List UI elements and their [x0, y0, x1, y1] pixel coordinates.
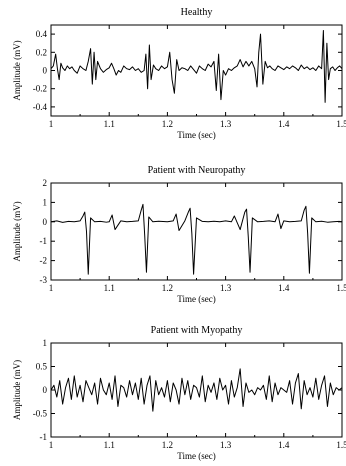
x-tick-label: 1.2: [162, 440, 173, 450]
x-tick-label: 1: [49, 283, 54, 293]
y-axis-label: Amplitude (mV): [12, 360, 22, 420]
y-tick-label: -2: [40, 256, 48, 266]
signal-trace-1: [50, 203, 343, 275]
chart-panel-2: Patient with Neuropathy 1 1.1 1.2 1.3 1.4 1.5 2…: [12, 165, 346, 304]
x-tick-label: 1.5: [336, 283, 346, 293]
x-tick-label: 1: [49, 119, 54, 129]
chart-panel-1: Healthy 1 1.1 1.2 1.3 1.4 1.5 0.4 0.2 0 -0.2 -0.4 Ti…: [12, 7, 346, 140]
y-tick-label: 0: [43, 385, 48, 395]
y-tick-label: -3: [40, 275, 48, 285]
y-axis-label: Amplitude (mV): [12, 40, 22, 100]
y-tick-label: 0: [43, 217, 48, 227]
chart-title: Patient with Neuropathy: [148, 165, 246, 176]
x-tick-label: 1.1: [104, 283, 115, 293]
x-tick-label: 1.5: [336, 440, 346, 450]
y-tick-label: -0.5: [33, 409, 48, 419]
y-tick-label: -1: [40, 236, 48, 246]
y-axis-label: Amplitude (mV): [12, 201, 22, 261]
x-tick-label: 1.3: [220, 119, 232, 129]
y-tick-label: 0.2: [36, 47, 47, 57]
x-tick-label: 1.1: [104, 440, 115, 450]
x-tick-label: 1.2: [162, 119, 173, 129]
x-tick-label: 1.2: [162, 283, 173, 293]
x-tick-label: 1.4: [278, 119, 290, 129]
y-tick-label: 0.5: [36, 362, 48, 372]
plot-frame: [50, 342, 343, 438]
y-tick-label: -0.2: [33, 84, 47, 94]
plot-frame: [50, 182, 343, 281]
y-tick-label: -0.4: [33, 102, 48, 112]
y-tick-label: 1: [43, 338, 48, 348]
y-tick-label: 0.4: [36, 29, 48, 39]
y-tick-label: 0: [43, 66, 48, 76]
y-tick-label: -1: [40, 432, 48, 442]
x-tick-label: 1.4: [278, 283, 290, 293]
chart-title: Healthy: [181, 7, 213, 18]
x-axis-label: Time (sec): [177, 294, 215, 304]
chart-panel-3: Patient with Myopathy 1 1.1 1.2 1.3 1.4 1.5 1 0.…: [12, 325, 346, 461]
x-tick-label: 1.3: [220, 283, 232, 293]
y-tick-label: 2: [43, 178, 48, 188]
y-tick-label: 1: [43, 197, 48, 207]
x-tick-label: 1.5: [336, 119, 346, 129]
chart-title: Patient with Myopathy: [151, 325, 243, 336]
signal-trace-1: [50, 29, 343, 103]
signal-trace-1: [50, 368, 343, 412]
x-axis-label: Time (sec): [177, 451, 215, 461]
x-tick-label: 1.1: [104, 119, 115, 129]
x-tick-label: 1: [49, 440, 54, 450]
x-axis-label: Time (sec): [177, 130, 215, 140]
x-tick-label: 1.4: [278, 440, 290, 450]
x-tick-label: 1.3: [220, 440, 232, 450]
